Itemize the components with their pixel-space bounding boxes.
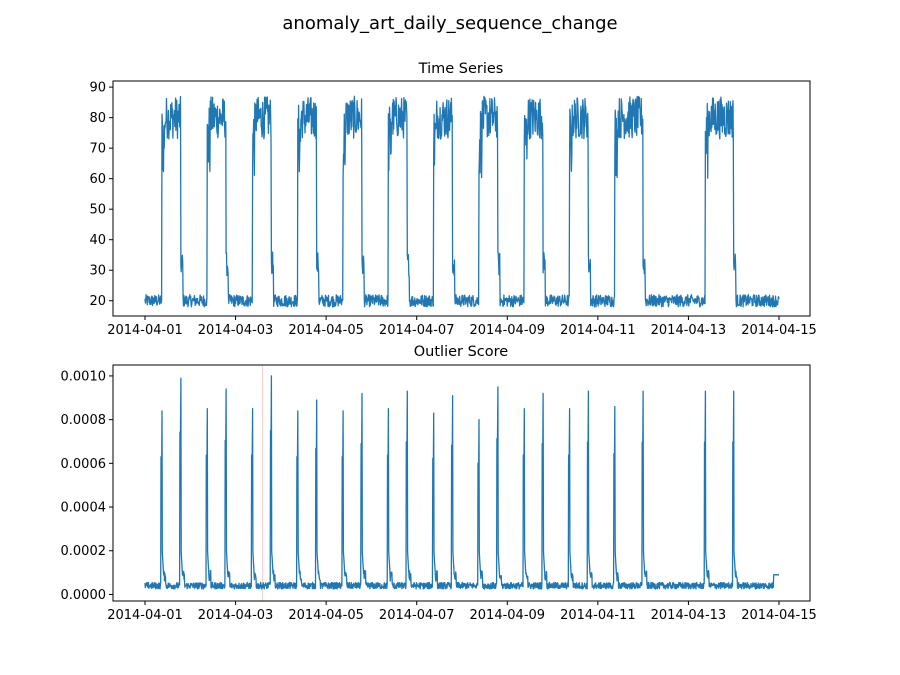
y-tick-label: 50 — [89, 203, 106, 218]
x-tick-label: 2014-04-09 — [470, 323, 546, 338]
x-tick-label: 2014-04-15 — [741, 323, 817, 338]
x-tick-label: 2014-04-01 — [107, 608, 183, 623]
y-tick-label: 0.0010 — [61, 369, 107, 384]
time-series-x-axis: 2014-04-01 2014-04-03 2014-04-05 2014-04-07… — [107, 316, 817, 338]
y-tick-label: 0.0004 — [61, 501, 107, 516]
y-tick-label: 0.0008 — [61, 413, 107, 428]
y-tick-label: 20 — [89, 294, 106, 309]
figure-title: anomaly_art_daily_sequence_change — [282, 13, 617, 34]
x-tick-label: 2014-04-15 — [741, 608, 817, 623]
y-tick-label: 30 — [89, 264, 106, 279]
time-series-frame — [112, 80, 811, 317]
y-tick-label: 80 — [89, 111, 106, 126]
outlier-score-plot-area — [144, 365, 780, 601]
y-tick-label: 0.0000 — [61, 588, 107, 603]
x-tick-label: 2014-04-01 — [107, 323, 183, 338]
outlier-score-title: Outlier Score — [414, 344, 509, 360]
y-tick-label: 0.0006 — [61, 457, 107, 472]
x-tick-label: 2014-04-13 — [651, 608, 727, 623]
x-tick-label: 2014-04-11 — [560, 323, 636, 338]
outlier-score-panel: Outlier Score 0.00000.00020.00040.00060.… — [61, 344, 817, 623]
time-series-y-axis: 20 30 40 50 60 70 80 90 — [89, 81, 113, 309]
outlier-score-frame — [112, 364, 811, 602]
time-series-line — [144, 95, 780, 308]
x-tick-label: 2014-04-11 — [560, 608, 636, 623]
x-tick-label: 2014-04-03 — [198, 608, 274, 623]
time-series-title: Time Series — [418, 61, 504, 77]
x-tick-label: 2014-04-09 — [470, 608, 546, 623]
y-tick-label: 90 — [89, 81, 106, 96]
x-tick-label: 2014-04-05 — [288, 323, 364, 338]
y-tick-label: 70 — [89, 142, 106, 157]
x-tick-label: 2014-04-07 — [379, 323, 455, 338]
x-tick-label: 2014-04-07 — [379, 608, 455, 623]
outlier-score-x-axis: 2014-04-01 2014-04-03 2014-04-05 2014-04-07… — [107, 601, 817, 623]
y-tick-label: 0.0002 — [61, 544, 107, 559]
outlier-score-y-axis: 0.0000 0.0002 0.0004 0.0006 0.0008 0.0010 — [61, 369, 113, 603]
x-tick-label: 2014-04-05 — [288, 608, 364, 623]
x-tick-label: 2014-04-13 — [651, 323, 727, 338]
y-tick-label: 60 — [89, 172, 106, 187]
outlier-score-line — [144, 375, 780, 590]
y-tick-label: 40 — [89, 233, 106, 248]
time-series-plot-area — [144, 95, 780, 308]
x-tick-label: 2014-04-03 — [198, 323, 274, 338]
